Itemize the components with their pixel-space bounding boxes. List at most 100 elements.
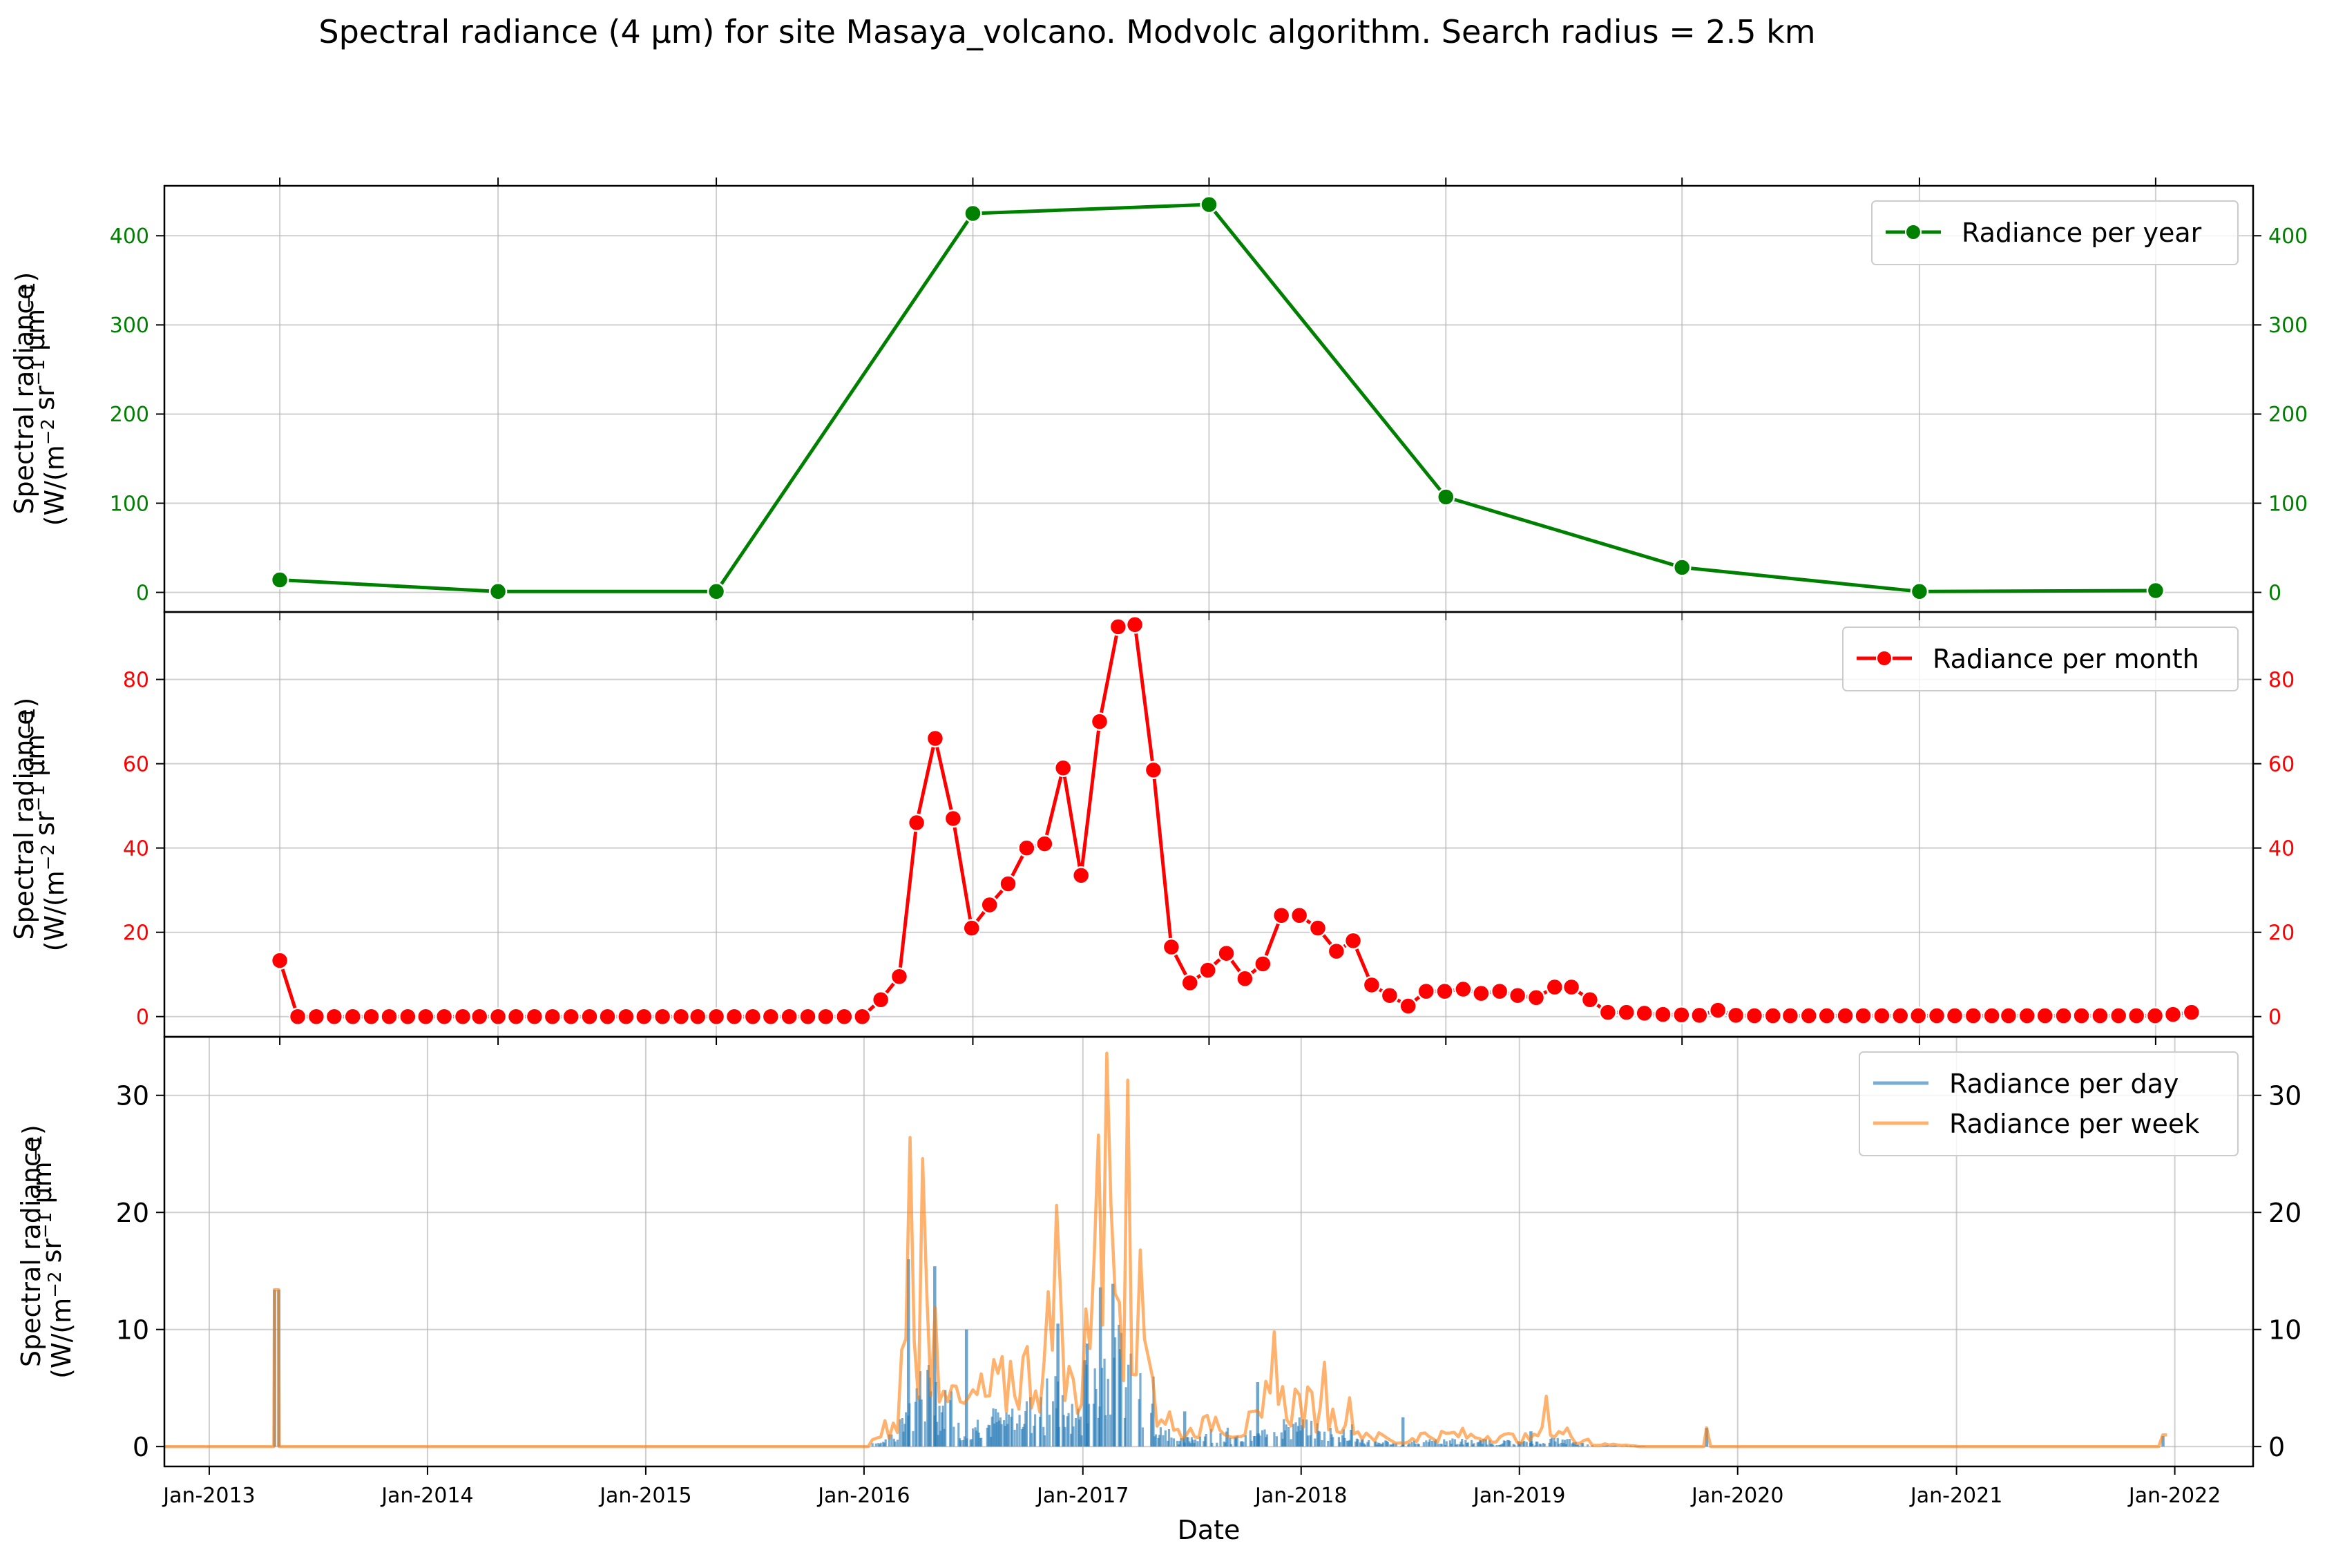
daily-peak-bar: [1086, 1344, 1089, 1446]
daily-bar: [905, 1413, 907, 1447]
daily-bar: [1064, 1427, 1066, 1446]
daily-bar: [1587, 1444, 1589, 1446]
data-point-month: [417, 1008, 434, 1025]
daily-bar: [921, 1399, 923, 1446]
daily-bar: [1107, 1379, 1109, 1446]
daily-bar: [1095, 1389, 1097, 1446]
data-point-month: [817, 1008, 834, 1025]
y-label-superscript: −1: [26, 1135, 46, 1161]
legend-marker: [1877, 651, 1892, 666]
data-point-month: [836, 1008, 852, 1025]
data-point-month: [1110, 618, 1127, 635]
chart-title: Spectral radiance (4 µm) for site Masaya…: [318, 13, 1815, 50]
daily-bar: [1418, 1444, 1420, 1446]
data-point-month: [1855, 1007, 1872, 1024]
data-point-month: [2037, 1007, 2053, 1024]
data-point-month: [1455, 981, 1471, 997]
data-point-month: [1910, 1007, 1926, 1024]
daily-bar: [1160, 1427, 1162, 1446]
daily-bar: [1357, 1439, 1359, 1446]
daily-bar: [1162, 1435, 1164, 1446]
y-label-superscript: −1: [28, 359, 49, 385]
data-point-year: [2147, 582, 2164, 599]
daily-bar: [930, 1391, 932, 1446]
data-point-month: [1310, 920, 1326, 937]
y-label-part: (W/(m: [46, 1298, 77, 1379]
daily-bar: [1292, 1424, 1294, 1446]
x-tick-label: Jan-2014: [380, 1484, 473, 1508]
data-point-month: [1091, 714, 1108, 730]
data-point-month: [399, 1008, 416, 1025]
data-point-year: [1200, 196, 1217, 213]
data-point-month: [271, 953, 288, 969]
daily-bar: [1319, 1431, 1321, 1446]
daily-bar: [1285, 1424, 1287, 1446]
daily-bar: [1495, 1445, 1497, 1446]
daily-bar: [1462, 1444, 1464, 1446]
daily-peak-bar: [965, 1330, 968, 1446]
daily-bar: [885, 1440, 887, 1447]
y-tick-label-right: 20: [2268, 921, 2295, 945]
daily-bar: [912, 1431, 914, 1446]
daily-bar: [1067, 1413, 1069, 1447]
daily-bar: [1307, 1435, 1309, 1446]
data-point-month: [1182, 975, 1198, 991]
data-point-month: [381, 1008, 398, 1025]
y-tick-label-left: 20: [116, 1198, 149, 1228]
x-tick-label: Jan-2013: [162, 1484, 255, 1508]
data-point-month: [326, 1008, 343, 1025]
data-point-month: [2091, 1007, 2108, 1024]
data-point-month: [1837, 1007, 1854, 1024]
data-point-month: [345, 1008, 361, 1025]
daily-bar: [1139, 1373, 1141, 1446]
data-point-month: [891, 968, 908, 985]
data-point-month: [1418, 983, 1435, 1000]
y-tick-label-left: 200: [110, 403, 149, 427]
y-label-part: ): [10, 698, 41, 708]
data-point-month: [1600, 1004, 1616, 1021]
data-point-month: [1163, 939, 1180, 955]
data-point-month: [308, 1008, 325, 1025]
y-label-superscript: −2: [45, 1271, 66, 1297]
data-point-month: [745, 1008, 761, 1025]
data-point-month: [1036, 836, 1053, 852]
y-label-part: sr: [37, 1239, 67, 1272]
data-point-month: [544, 1008, 561, 1025]
daily-bar: [1451, 1438, 1453, 1446]
y-label-part: µm: [20, 309, 50, 359]
daily-bar: [1473, 1443, 1475, 1446]
y-label-superscript: −1: [19, 283, 39, 309]
y-tick-label-left: 20: [123, 921, 149, 945]
data-point-month: [1363, 977, 1380, 993]
data-point-month: [617, 1008, 634, 1025]
y-tick-label-right: 10: [2268, 1314, 2301, 1345]
daily-bar: [1382, 1442, 1384, 1446]
data-point-month: [945, 810, 961, 827]
data-point-month: [964, 920, 980, 937]
y-label-part: sr: [30, 385, 60, 419]
daily-bar: [1194, 1440, 1196, 1446]
daily-bar: [1031, 1433, 1033, 1447]
y-tick-label-right: 0: [2268, 581, 2281, 605]
data-point-month: [508, 1008, 524, 1025]
daily-bar: [1431, 1441, 1433, 1446]
daily-bar: [1410, 1442, 1413, 1447]
daily-bar: [1425, 1440, 1427, 1446]
data-point-month: [1528, 989, 1544, 1006]
data-point-month: [1673, 1006, 1689, 1023]
daily-bar: [1536, 1442, 1538, 1446]
daily-bar: [1075, 1418, 1077, 1446]
x-axis-label: Date: [1178, 1515, 1241, 1545]
y-label-superscript: −2: [38, 844, 59, 870]
daily-bar: [1127, 1365, 1129, 1447]
data-point-month: [800, 1008, 816, 1025]
data-point-month: [1984, 1007, 2000, 1024]
data-point-year: [490, 583, 506, 600]
data-point-month: [763, 1008, 779, 1025]
data-point-month: [654, 1008, 671, 1025]
data-point-month: [1145, 762, 1162, 778]
daily-bar: [1046, 1379, 1048, 1447]
data-point-month: [673, 1008, 689, 1025]
data-point-month: [1691, 1007, 1707, 1024]
daily-bar: [1551, 1437, 1553, 1446]
